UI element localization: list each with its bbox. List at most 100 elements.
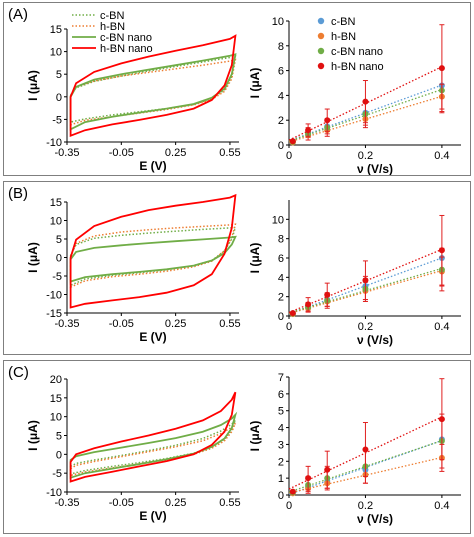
legend-label: h-BN nano [331,61,384,73]
y-tick-label: 15 [50,24,62,36]
y-tick-label: 8 [278,234,284,246]
data-point [324,466,331,473]
y-tick-label: 10 [272,16,284,28]
y-tick-label: 5 [56,69,62,81]
x-tick-label: -0.05 [109,318,134,330]
legend-label: c-BN [100,10,125,22]
panel-a: (A) -10 -5 0 5 10 15 -0.35 -0.05 0.25 0.55 E (V) I … [3,2,471,176]
y-tick-label: -15 [46,308,62,320]
y-tick-label: 7 [278,372,284,384]
y-tick-label: 5 [56,431,62,443]
y-tick-label: 20 [50,374,62,386]
legend-label: c-BN nano [100,32,152,44]
x-tick-label: 0.2 [358,500,373,512]
cv-curve-c-bn [69,55,237,124]
cv-curve-c-bn-nano [69,53,237,131]
y-tick-label: 2 [278,456,284,468]
y-tick-label: 4 [278,423,284,435]
x-tick-label: 0 [286,321,292,333]
y-tick-label: 0 [56,449,62,461]
legend-label: c-BN [331,16,356,28]
panel-label: (A) [8,6,28,23]
y-tick-label: 5 [278,406,284,418]
panel-label: (C) [8,364,29,381]
x-tick-label: 0 [286,500,292,512]
y-axis-label: I (μA) [248,68,262,99]
data-point [362,98,369,105]
legend-label: h-BN nano [100,43,153,55]
legend-marker [317,32,325,40]
y-tick-label: 0 [278,490,284,502]
cv-curve-c-bn [69,419,237,475]
y-axis-label: I (μA) [26,242,40,273]
x-tick-label: -0.35 [54,318,79,330]
cv-curve-c-bn-nano [69,411,238,479]
cv-curve-h-bn-nano [69,34,237,138]
data-point [305,127,312,134]
x-tick-label: -0.35 [54,497,79,509]
cv-curve-h-bn-nano [69,193,237,309]
y-axis-label: I (μA) [26,70,40,101]
x-tick-label: 0.4 [434,500,449,512]
y-tick-label: -5 [52,114,62,126]
panel-label: (B) [8,185,28,202]
y-tick-label: 2 [278,292,284,304]
x-tick-label: 0.55 [219,147,240,159]
data-point [289,488,296,495]
y-tick-label: 3 [278,439,284,451]
x-tick-label: 0.25 [165,497,186,509]
x-tick-label: 0.25 [165,318,186,330]
y-tick-label: 5 [56,234,62,246]
data-point [324,117,331,124]
legend-marker [317,62,325,70]
legend-marker [317,17,325,25]
x-tick-label: -0.05 [109,147,134,159]
data-point [438,416,445,423]
y-axis-label: I (μA) [248,243,262,274]
data-point [289,138,296,145]
x-tick-label: -0.05 [109,497,134,509]
data-point [438,65,445,72]
legend-label: h-BN [331,31,356,43]
y-tick-label: 0 [278,311,284,323]
cv-curve-c-bn [69,226,237,287]
data-point [362,446,369,453]
x-tick-label: 0.55 [219,318,240,330]
x-axis-label: ν (V/s) [357,333,393,347]
x-axis-label: E (V) [139,159,166,173]
y-tick-label: 10 [272,214,284,226]
cv-curve-h-bn-nano [69,391,237,483]
x-tick-label: 0.55 [219,497,240,509]
x-tick-label: 0.2 [358,321,373,333]
legend-marker [317,47,325,55]
data-point [324,291,331,298]
data-point [305,475,312,482]
y-tick-label: 10 [50,216,62,228]
panel-b-charts: -15 -10 -5 0 5 10 15 -0.35 -0.05 0.25 0.55 E (V) I (… [26,193,461,347]
y-tick-label: -5 [52,271,62,283]
y-tick-label: 6 [278,389,284,401]
y-tick-label: 4 [278,272,284,284]
y-tick-label: 10 [50,47,62,59]
y-tick-label: 0 [56,253,62,265]
y-tick-label: 8 [278,41,284,53]
legend-label: c-BN nano [331,46,383,58]
y-tick-label: -10 [46,137,62,149]
y-tick-label: 15 [50,393,62,405]
y-tick-label: 4 [278,90,284,102]
y-tick-label: 10 [50,412,62,424]
panel-c: (C) -10 -5 0 5 10 15 20 -0.35 -0.05 0.25 0.55 E (V)… [3,360,471,534]
x-tick-label: 0 [286,150,292,162]
x-axis-label: E (V) [139,330,166,344]
x-tick-label: 0.4 [434,150,449,162]
data-point [289,310,296,317]
legend-label: h-BN [100,21,125,33]
y-tick-label: -10 [46,290,62,302]
y-tick-label: 15 [50,197,62,209]
panel-b: (B) -15 -10 -5 0 5 10 15 -0.35 -0.05 0.25 0.55 E (V… [3,181,471,355]
x-tick-label: 0.4 [434,321,449,333]
cv-curve-c-bn-nano [69,235,237,283]
x-axis-label: ν (V/s) [357,162,393,175]
x-tick-label: 0.2 [358,150,373,162]
